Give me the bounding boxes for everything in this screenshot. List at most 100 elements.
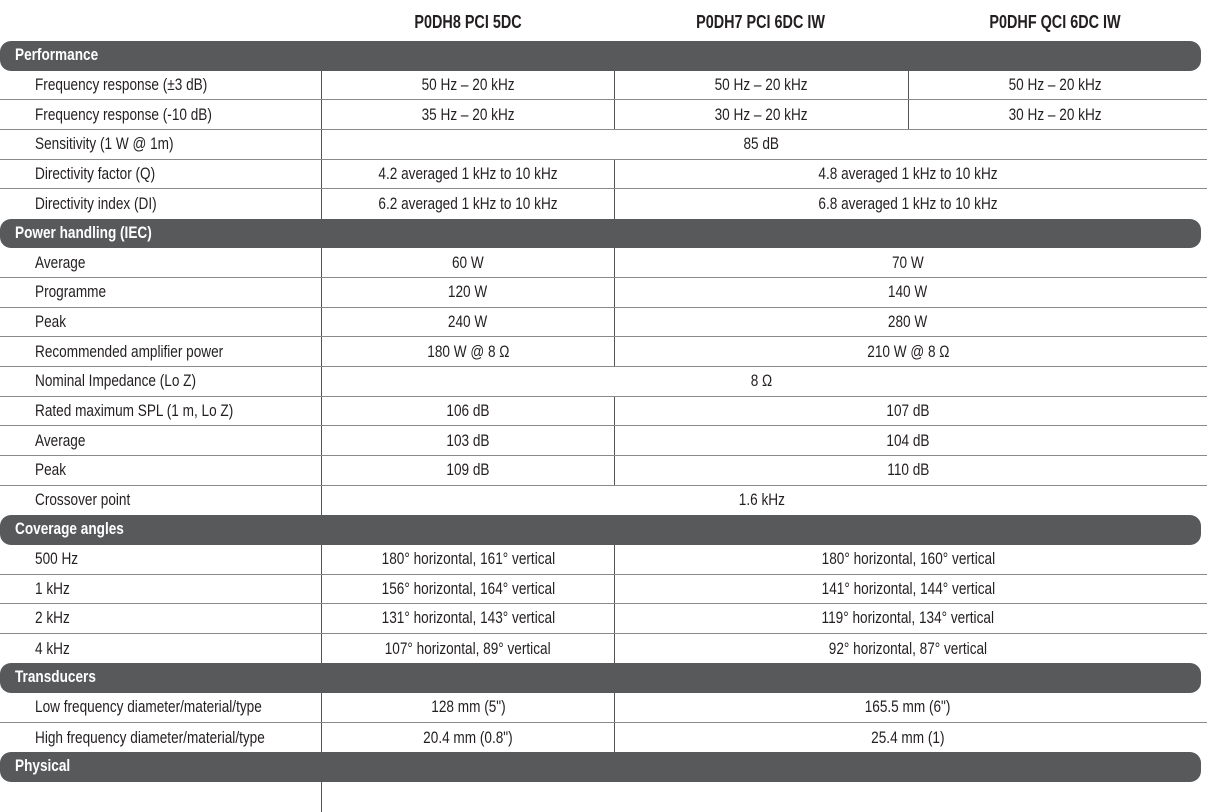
spec-row: Rated maximum SPL (1 m, Lo Z) 106 dB 107 d…: [0, 396, 1207, 427]
spec-label-text: Peak: [35, 460, 66, 480]
spec-label-text: Average: [35, 430, 86, 450]
spec-label: 2 kHz: [35, 604, 321, 633]
spec-value-text: 30 Hz – 20 kHz: [714, 104, 808, 124]
spec-value: 8 Ω: [321, 367, 1201, 396]
spec-value: 107° horizontal, 89° vertical: [321, 633, 614, 664]
spec-value: 1.6 kHz: [321, 485, 1201, 516]
spec-row: Low frequency diameter/material/type 128 …: [0, 693, 1207, 723]
spec-label-text: Frequency response (±3 dB): [35, 74, 208, 94]
spec-value: 30 Hz – 20 kHz: [908, 100, 1201, 129]
spec-value: 104 dB: [614, 426, 1201, 455]
spec-label: Frequency response (±3 dB): [35, 71, 321, 100]
spec-value-text: 180 W @ 8 Ω: [426, 341, 510, 361]
spec-row: 500 Hz 180° horizontal, 161° vertical 180°…: [0, 544, 1207, 575]
spec-value: [321, 782, 1201, 812]
spec-label-text: 500 Hz: [35, 549, 79, 569]
section-title: Transducers: [15, 667, 96, 687]
spec-label: 1 kHz: [35, 575, 321, 604]
spec-value-text: 110 dB: [886, 460, 930, 480]
spec-value-text: 240 W: [448, 312, 488, 332]
spec-value-text: 50 Hz – 20 kHz: [714, 74, 808, 94]
spec-value: 70 W: [614, 248, 1201, 278]
spec-value: 25.4 mm (1): [614, 722, 1201, 753]
spec-row: Crossover point 1.6 kHz: [0, 485, 1207, 516]
spec-value: 210 W @ 8 Ω: [614, 337, 1201, 367]
spec-value: 20.4 mm (0.8"): [321, 722, 614, 753]
spec-label-text: 2 kHz: [35, 608, 70, 628]
spec-value-text: 8 Ω: [750, 371, 773, 391]
spec-value-text: 4.2 averaged 1 kHz to 10 kHz: [378, 163, 558, 183]
spec-label-text: Nominal Impedance (Lo Z): [35, 371, 197, 391]
spec-value: 107 dB: [614, 396, 1201, 426]
spec-value: 165.5 mm (6"): [614, 693, 1201, 722]
spec-value: 92° horizontal, 87° vertical: [614, 633, 1201, 664]
spec-label-text: High frequency diameter/material/type: [35, 727, 265, 747]
spec-table: Performance Frequency response (±3 dB) 50 …: [0, 41, 1207, 812]
spec-label-text: Rated maximum SPL (1 m, Lo Z): [35, 401, 234, 420]
spec-row: Recommended amplifier power 180 W @ 8 Ω 21…: [0, 337, 1207, 368]
spec-value-text: 103 dB: [446, 430, 490, 450]
spec-value-text: 85 dB: [743, 134, 780, 154]
spec-value: 180° horizontal, 161° vertical: [321, 544, 614, 574]
spec-value-text: 6.8 averaged 1 kHz to 10 kHz: [818, 194, 998, 214]
spec-value-text: 30 Hz – 20 kHz: [1008, 104, 1102, 124]
spec-value: 131° horizontal, 143° vertical: [321, 604, 614, 633]
spec-label: Recommended amplifier power: [35, 337, 321, 366]
spec-value-text: 6.2 averaged 1 kHz to 10 kHz: [378, 194, 558, 214]
section-header: Transducers: [0, 663, 1201, 694]
spec-value-text: 107 dB: [886, 401, 930, 420]
spec-value-text: 92° horizontal, 87° vertical: [828, 638, 988, 658]
spec-label: Sensitivity (1 W @ 1m): [35, 130, 321, 159]
spec-value: 180 W @ 8 Ω: [321, 337, 614, 367]
model-heading-2: P0DH7 PCI 6DC IW: [696, 12, 826, 32]
spec-row: Peak 109 dB 110 dB: [0, 455, 1207, 486]
spec-value: 60 W: [321, 248, 614, 278]
spec-value-text: 25.4 mm (1): [871, 727, 945, 747]
spec-label-text: Directivity factor (Q): [35, 163, 156, 183]
spec-value-text: 50 Hz – 20 kHz: [421, 74, 515, 94]
spec-row: Directivity factor (Q) 4.2 averaged 1 kHz…: [0, 159, 1207, 190]
spec-value: 240 W: [321, 307, 614, 337]
spec-label: 500 Hz: [35, 545, 321, 574]
spec-value-text: 141° horizontal, 144° vertical: [821, 578, 995, 598]
spec-value: 50 Hz – 20 kHz: [614, 70, 908, 100]
spec-label-text: Directivity index (DI): [35, 194, 157, 214]
spec-label-text: Peak: [35, 312, 66, 332]
spec-row: Average 103 dB 104 dB: [0, 426, 1207, 456]
spec-row: Frequency response (-10 dB) 35 Hz – 20 kH…: [0, 100, 1207, 130]
spec-value: 141° horizontal, 144° vertical: [614, 574, 1201, 604]
spec-value: 119° horizontal, 134° vertical: [614, 604, 1201, 633]
spec-label: Frequency response (-10 dB): [35, 100, 321, 129]
spec-label: Average: [35, 248, 321, 277]
spec-value-text: 35 Hz – 20 kHz: [421, 104, 515, 124]
section-header: Power handling (IEC): [0, 218, 1201, 249]
spec-value-text: 104 dB: [886, 430, 930, 450]
spec-value-text: 128 mm (5"): [430, 697, 506, 717]
spec-value: 50 Hz – 20 kHz: [321, 70, 614, 100]
spec-value: 4.2 averaged 1 kHz to 10 kHz: [321, 159, 614, 189]
section-header: Performance: [0, 41, 1201, 71]
spec-label-text: Recommended amplifier power: [35, 341, 224, 361]
spec-label: Nominal Impedance (Lo Z): [35, 367, 321, 396]
spec-value-text: 70 W: [892, 252, 924, 272]
spec-value: 85 dB: [321, 129, 1201, 159]
spec-label-text: Low frequency diameter/material/type: [35, 697, 262, 717]
spec-row: Directivity index (DI) 6.2 averaged 1 kHz…: [0, 189, 1207, 219]
spec-label: Average: [35, 426, 321, 455]
spec-label-text: Programme: [35, 282, 107, 302]
spec-label: Directivity factor (Q): [35, 160, 321, 189]
section-header: Physical: [0, 752, 1201, 783]
spec-label: Peak: [35, 308, 321, 337]
spec-label-text: Crossover point: [35, 490, 131, 510]
spec-label: High frequency diameter/material/type: [35, 723, 321, 753]
spec-row: Sensitivity (1 W @ 1m) 85 dB: [0, 129, 1207, 160]
spec-label-text: Sensitivity (1 W @ 1m): [35, 134, 174, 154]
spec-label-text: Frequency response (-10 dB): [35, 104, 212, 124]
spec-value-text: 140 W: [888, 282, 928, 302]
spec-value-text: 106 dB: [446, 401, 490, 420]
spec-value-text: 156° horizontal, 164° vertical: [381, 578, 555, 598]
spec-value-text: 20.4 mm (0.8"): [423, 727, 513, 747]
model-heading-3: P0DHF QCI 6DC IW: [989, 12, 1121, 32]
spec-value: 180° horizontal, 160° vertical: [614, 544, 1201, 574]
spec-value: 109 dB: [321, 455, 614, 485]
